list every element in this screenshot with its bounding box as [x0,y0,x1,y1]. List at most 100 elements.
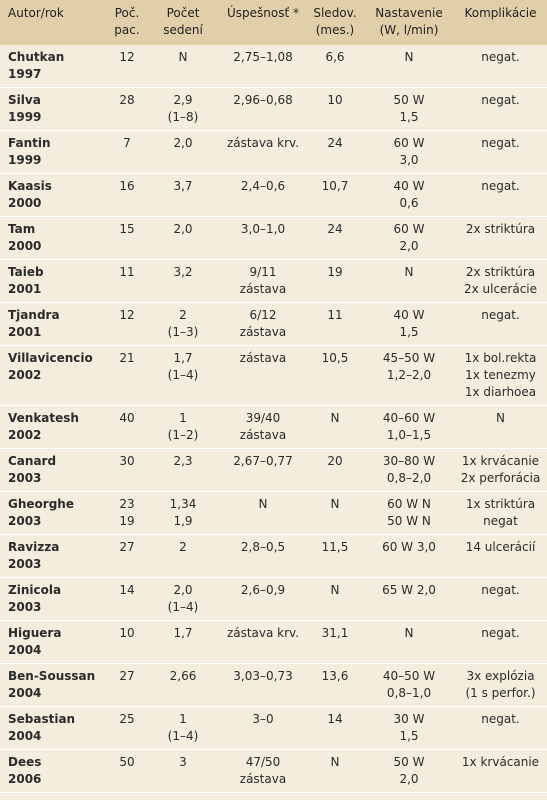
table-cell: 1 (1–4) [146,706,220,750]
cell-text: 2,0 [399,772,419,786]
table-row: Tam 2000 15 2,0 3,0–1,0 24 60 W 2,0 2x striktúra [0,216,547,260]
table-cell: negat. [454,302,547,346]
table-row: Fantin 1999 7 2,0 zástava krv. 24 60 W 3,0 negat… [0,130,547,174]
cell-text: 2,8–0,5 [240,540,286,554]
header-cell: Autor/rok [0,0,108,45]
cell-text: 15 [119,222,135,236]
table-cell: 24 [306,216,364,260]
cell-text: 2,0 [399,239,419,253]
table-cell: N [364,620,454,664]
table-cell: 65 W 2,0 [364,577,454,621]
header-cell: Úspešnosť * [220,0,306,45]
cell-text: negat. [481,93,520,107]
table-cell: 50 [108,749,146,793]
table-cell: negat. [454,620,547,664]
author-year: 2004 [8,729,42,743]
table-cell: 28 [108,87,146,131]
cell-text: 9/11 [249,265,277,279]
cell-text: 60 W [393,222,425,236]
cell-text: 25 [119,712,135,726]
cell-text: 45–50 W [382,351,436,365]
table-cell: 16 [108,173,146,217]
cell-text: 47/50 [245,755,281,769]
cell-text: 2,67–0,77 [233,454,293,468]
cell-text: 65 W 2,0 [382,583,436,597]
author-name: Venkatesh [8,411,79,425]
cell-text: N [330,583,340,597]
cell-text: 16 [119,179,135,193]
cell-text: (1–8) [167,110,199,124]
cell-text: 24 [327,222,343,236]
table-cell: 2 (1–3) [146,302,220,346]
author-year: 2006 [8,772,42,786]
cell-text: negat. [481,712,520,726]
author-name: Kaasis [8,179,52,193]
cell-text: 11 [327,308,343,322]
table-cell: 1,7 (1–4) [146,345,220,406]
cell-text: negat. [481,50,520,64]
author-year: 1999 [8,110,42,124]
table-cell: 14 [108,577,146,621]
cell-text: 30 [119,454,135,468]
cell-text: 3,7 [173,179,193,193]
author-year: 2003 [8,600,42,614]
cell-text: 2,3 [173,454,193,468]
author-name: Chutkan [8,50,65,64]
cell-text: N [330,755,340,769]
table-row: Taieb 2001 11 3,2 9/11 zástava 19 N 2x striktúra… [0,259,547,303]
table-cell: negat. [454,87,547,131]
author-cell: Canard 2003 [0,448,108,492]
cell-text: 1,34 [169,497,197,511]
table-row: Kaasis 2000 16 3,7 2,4–0,6 10,7 40 W 0,6 negat. [0,173,547,217]
cell-text: 2,0 [173,583,193,597]
table-cell: 2,4–0,6 [220,173,306,217]
cell-text: 3,2 [173,265,193,279]
table-cell: 19 [306,259,364,303]
table-cell: 47/50 zástava [220,749,306,793]
cell-text: 2,96–0,68 [233,93,293,107]
table-cell: zástava krv. [220,130,306,174]
header-text: pac. [114,23,140,37]
cell-text: 0,8–1,0 [386,686,432,700]
author-year: 2000 [8,239,42,253]
table-row: Sebastian 2004 25 1 (1–4) 3–0 14 30 W 1,5 negat. [0,706,547,750]
cell-text: 12 [119,308,135,322]
table-cell: 1,34 1,9 [146,491,220,535]
table-cell: 30 [108,448,146,492]
table-cell: 12 [108,302,146,346]
cell-text: 40 W [393,179,425,193]
cell-text: 39/40 [245,411,281,425]
table-header: Autor/rok Poč. pac. Počet sedení Úspešnosť * S… [0,0,547,45]
cell-text: 6,6 [325,50,345,64]
table-cell: 12 [108,45,146,88]
author-name: Tam [8,222,36,236]
table-cell: 1x striktúra negat [454,491,547,535]
cell-text: 3x explózia [466,669,535,683]
header-cell: Poč. pac. [108,0,146,45]
cell-text: 11 [119,265,135,279]
cell-text: 0,8–2,0 [386,471,432,485]
author-cell: Fantin 1999 [0,130,108,174]
cell-text: 2,75–1,08 [233,50,293,64]
header-cell: Sledov. (mes.) [306,0,364,45]
author-year: 2000 [8,196,42,210]
table-cell: 1x krvácanie 2x perforácia [454,448,547,492]
cell-text: negat. [481,308,520,322]
author-name: Ravizza [8,540,60,554]
cell-text: 1 [179,712,187,726]
cell-text: (1–4) [167,368,199,382]
cell-text: 1x tenezmy [465,368,536,382]
cell-text: (1–4) [167,600,199,614]
cell-text: 1x krvácanie [461,454,540,468]
cell-text: zástava [239,325,287,339]
cell-text: 3 [179,755,187,769]
table-cell: negat. [454,45,547,88]
author-name: Canard [8,454,57,468]
table-cell: 15 [108,216,146,260]
table-cell: 2,0 [146,216,220,260]
table-row: Tjandra 2001 12 2 (1–3) 6/12 zástava 11 40 W 1,5 n… [0,302,547,346]
table-cell: 2,0 (1–4) [146,577,220,621]
table-cell: 9/11 zástava [220,259,306,303]
table-row: Villavicencio 2002 21 1,7 (1–4) zástava 10,5 45… [0,345,547,406]
